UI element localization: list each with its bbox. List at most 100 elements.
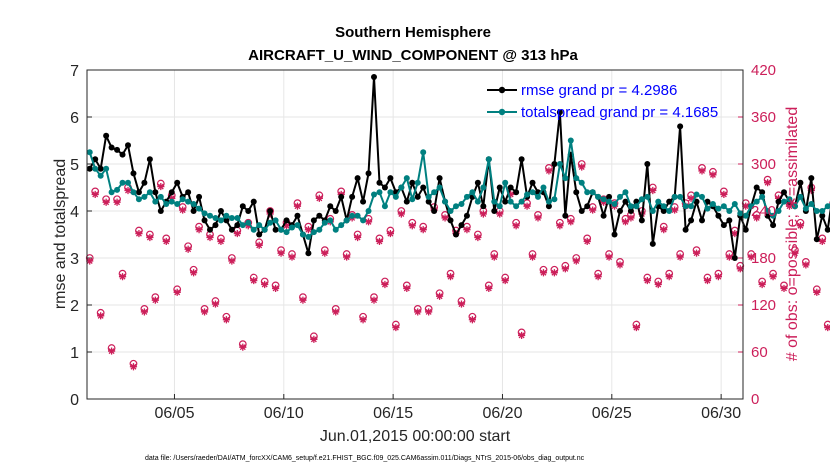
assimilated-obs-point	[676, 253, 684, 261]
totalspread-point	[365, 208, 372, 214]
totalspread-point	[185, 198, 192, 205]
rmse-point	[371, 74, 377, 81]
totalspread-point	[682, 203, 689, 210]
totalspread-point	[338, 222, 345, 229]
rmse-point	[239, 203, 246, 210]
y-tick-label: 2	[70, 298, 79, 315]
rmse-point	[813, 236, 820, 243]
totalspread-point	[299, 231, 306, 238]
assimilated-obs-point	[813, 288, 821, 296]
assimilated-obs-point	[315, 194, 323, 202]
totalspread-point	[775, 208, 782, 214]
totalspread-point	[589, 189, 596, 196]
assimilated-obs-point	[518, 331, 526, 340]
y-right-tick-label: 120	[751, 297, 776, 314]
totalspread-point	[753, 198, 760, 205]
assimilated-obs-point	[468, 316, 476, 324]
assimilated-obs-point	[441, 214, 449, 222]
assimilated-obs-point	[594, 273, 602, 281]
totalspread-point	[316, 226, 323, 233]
legend-spread-label: totalspread grand pr = 4.1685	[521, 104, 718, 121]
assimilated-obs-point	[512, 222, 520, 230]
totalspread-point	[431, 189, 438, 196]
totalspread-point	[600, 196, 607, 203]
totalspread-point	[742, 212, 749, 219]
assimilated-obs-point	[168, 194, 176, 202]
legend: rmse grand pr = 4.2986 totalspread grand…	[487, 82, 718, 121]
assimilated-obs-point	[545, 167, 553, 175]
assimilated-obs-point	[239, 343, 247, 351]
rmse-point	[294, 212, 301, 219]
assimilated-obs-point	[211, 300, 220, 308]
rmse-point	[556, 109, 563, 116]
rmse-point	[480, 203, 487, 210]
rmse-point	[764, 212, 771, 219]
x-tick-label: 06/15	[373, 405, 413, 422]
assimilated-obs-point	[703, 276, 712, 285]
assimilated-obs-point	[457, 300, 466, 308]
assimilated-obs-point	[157, 182, 165, 191]
totalspread-point	[103, 165, 110, 172]
totalspread-point	[114, 186, 121, 193]
rmse-point	[797, 179, 804, 186]
totalspread-point	[584, 189, 591, 196]
assimilated-obs-point	[714, 273, 722, 281]
rmse-point	[699, 217, 705, 224]
totalspread-point	[97, 172, 104, 179]
totalspread-point	[414, 179, 421, 186]
totalspread-point	[278, 226, 285, 233]
rmse-point	[474, 179, 481, 186]
rmse-point	[775, 198, 782, 205]
assimilated-obs-point	[649, 186, 657, 195]
rmse-point	[502, 198, 509, 205]
totalspread-point	[409, 196, 416, 203]
assimilated-obs-point	[381, 280, 389, 289]
assimilated-obs-point	[244, 222, 252, 230]
rmse-point	[354, 175, 361, 182]
y-right-tick-label: 240	[751, 203, 776, 220]
rmse-point	[174, 179, 181, 186]
totalspread-point	[327, 217, 334, 224]
assimilated-obs-point	[151, 296, 159, 304]
rmse-point	[606, 193, 613, 200]
chart-subtitle: AIRCRAFT_U_WIND_COMPONENT @ 313 hPa	[248, 47, 578, 64]
totalspread-point	[513, 203, 520, 210]
totalspread-point	[813, 208, 820, 214]
legend-spread-marker	[498, 108, 506, 116]
assimilated-obs-point	[206, 233, 214, 242]
totalspread-point	[283, 229, 290, 236]
totalspread-point	[545, 198, 552, 205]
totalspread-point	[135, 196, 142, 203]
rmse-point	[425, 198, 432, 205]
totalspread-point	[469, 189, 476, 196]
assimilated-obs-point	[425, 308, 433, 316]
totalspread-point	[606, 198, 613, 205]
axes-box	[86, 69, 744, 400]
totalspread-point	[212, 215, 219, 222]
assimilated-obs-point	[474, 233, 482, 242]
rmse-point	[365, 170, 372, 177]
assimilated-obs-point	[129, 363, 138, 371]
totalspread-point	[535, 193, 541, 200]
assimilated-obs-point	[561, 265, 569, 273]
totalspread-point	[781, 198, 787, 205]
assimilated-obs-point	[408, 222, 416, 230]
assimilated-obs-point	[534, 214, 542, 222]
rmse-point	[545, 203, 552, 210]
totalspread-point	[622, 189, 629, 196]
assimilated-obs-point	[146, 233, 154, 242]
rmse-point	[217, 208, 224, 214]
assimilated-obs-point	[764, 179, 772, 187]
totalspread-point	[463, 193, 470, 200]
assimilated-obs-point	[698, 167, 706, 175]
assimilated-obs-point	[364, 218, 373, 226]
totalspread-point	[704, 205, 711, 212]
totalspread-point	[529, 189, 536, 196]
x-tick-label: 06/05	[154, 405, 194, 422]
y-tick-label: 3	[70, 251, 79, 268]
rmse-point	[507, 184, 514, 191]
y-tick-label: 0	[70, 392, 79, 409]
rmse-point	[327, 203, 334, 210]
rmse-point	[562, 212, 569, 219]
totalspread-point	[239, 222, 246, 229]
